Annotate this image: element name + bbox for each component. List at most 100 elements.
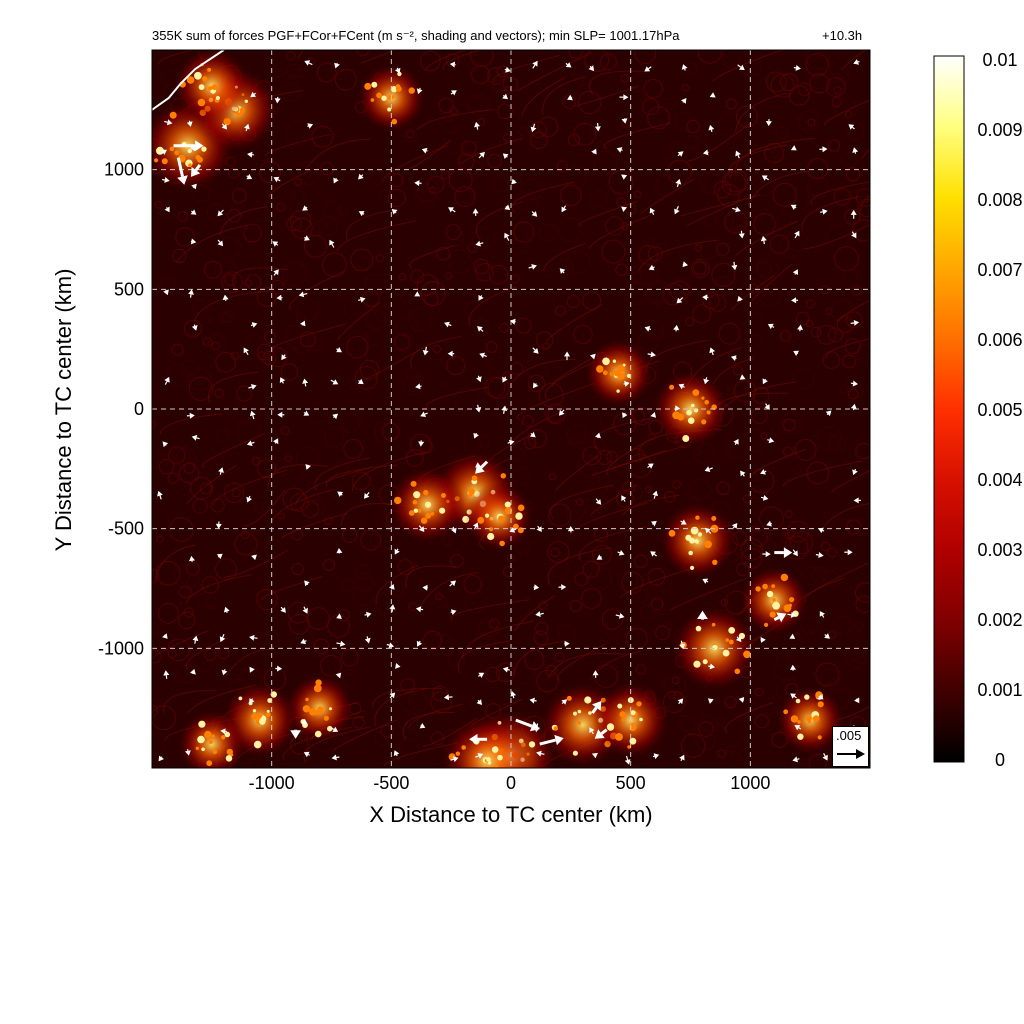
texture-swirl — [323, 201, 342, 220]
texture-swirl — [820, 541, 831, 552]
texture-swirl — [419, 440, 433, 454]
x-axis-label: X Distance to TC center (km) — [369, 802, 653, 827]
texture-swirl — [601, 239, 626, 264]
texture-swirl — [695, 345, 707, 357]
small-vector — [502, 153, 509, 159]
small-vector — [595, 498, 602, 505]
small-vector — [510, 691, 517, 699]
small-vector — [738, 230, 745, 239]
hotspot-speck — [695, 625, 702, 632]
texture-swirl — [364, 273, 387, 295]
hotspot-speck — [253, 740, 262, 749]
texture-swirl — [290, 189, 305, 204]
texture-streak — [753, 448, 807, 475]
small-vector — [274, 96, 281, 104]
hotspot-speck — [766, 590, 774, 598]
small-vector — [679, 754, 685, 762]
texture-swirl — [292, 68, 302, 79]
small-vector — [702, 294, 709, 301]
hotspot-speck — [772, 601, 780, 610]
texture-swirl — [691, 259, 711, 278]
hotspot-speck — [413, 491, 421, 499]
texture-swirl — [578, 454, 599, 476]
texture-swirl — [233, 397, 241, 405]
hotspot-speck — [725, 638, 729, 642]
texture-swirl — [770, 73, 795, 98]
plot-background — [152, 50, 870, 768]
texture-swirl — [249, 530, 261, 542]
small-vector — [790, 204, 797, 210]
texture-streak — [542, 76, 586, 115]
grid-layer — [152, 50, 870, 768]
texture-swirl — [313, 638, 330, 654]
texture-swirl — [601, 608, 624, 630]
texture-swirl — [747, 312, 762, 327]
texture-swirl — [494, 403, 510, 419]
hotspot-speck — [397, 71, 402, 77]
texture-swirl — [581, 588, 602, 609]
texture-streak — [410, 336, 462, 368]
texture-swirl — [650, 597, 664, 611]
small-vector — [478, 672, 485, 678]
small-vector — [530, 123, 537, 133]
texture-swirl — [340, 669, 359, 688]
texture-streak — [549, 484, 613, 519]
hotspot-speck — [711, 516, 717, 521]
texture-streak — [547, 652, 625, 679]
hotspot-speck — [694, 539, 699, 544]
texture-streak — [381, 145, 448, 181]
texture-swirl — [844, 208, 861, 225]
small-vector — [276, 294, 283, 301]
large-vector — [539, 734, 564, 746]
texture-swirl — [408, 602, 418, 612]
texture-swirl — [334, 460, 350, 476]
texture-swirl — [340, 413, 361, 434]
hotspot-speck — [221, 735, 226, 740]
small-vector — [333, 177, 339, 184]
texture-swirl — [638, 245, 659, 265]
texture-swirl — [505, 353, 514, 362]
texture-swirl — [152, 705, 159, 718]
texture-swirl — [459, 149, 467, 157]
hotspot-speck — [616, 389, 620, 393]
texture-swirl — [765, 71, 787, 93]
hotspot-speck — [489, 782, 496, 789]
small-vector — [677, 698, 684, 705]
texture-swirl — [761, 155, 784, 179]
small-vector — [329, 239, 335, 248]
texture-swirl — [420, 281, 446, 306]
texture-streak — [712, 50, 784, 82]
hotspot-speck — [410, 480, 417, 487]
texture-swirl — [464, 591, 487, 614]
texture-swirl — [737, 737, 750, 751]
small-vector — [652, 753, 660, 760]
small-vector — [589, 353, 596, 360]
texture-swirl — [291, 563, 304, 576]
hotspot-speck — [395, 84, 401, 89]
texture-swirl — [351, 471, 371, 491]
small-vector — [624, 755, 631, 765]
texture-swirl — [538, 601, 547, 610]
texture-streak — [512, 358, 577, 383]
texture-swirl — [497, 103, 513, 120]
texture-streak — [331, 719, 397, 752]
small-vector — [217, 239, 224, 247]
texture-streak — [640, 178, 695, 215]
texture-swirl — [858, 655, 866, 664]
texture-swirl — [246, 665, 258, 676]
texture-swirl — [608, 170, 634, 195]
texture-streak — [836, 299, 870, 322]
texture-swirl — [380, 724, 394, 738]
texture-swirl — [855, 298, 863, 306]
small-vector — [477, 326, 484, 332]
small-vector — [850, 403, 857, 411]
texture-swirl — [754, 714, 769, 729]
texture-streak — [303, 726, 371, 764]
texture-swirl — [807, 194, 819, 206]
texture-swirl — [741, 547, 763, 569]
hotspot-speck — [305, 697, 309, 702]
hotspot-speck — [408, 87, 415, 94]
hotspot-speck — [265, 712, 271, 717]
small-vector — [650, 412, 656, 418]
small-vector — [529, 431, 536, 438]
